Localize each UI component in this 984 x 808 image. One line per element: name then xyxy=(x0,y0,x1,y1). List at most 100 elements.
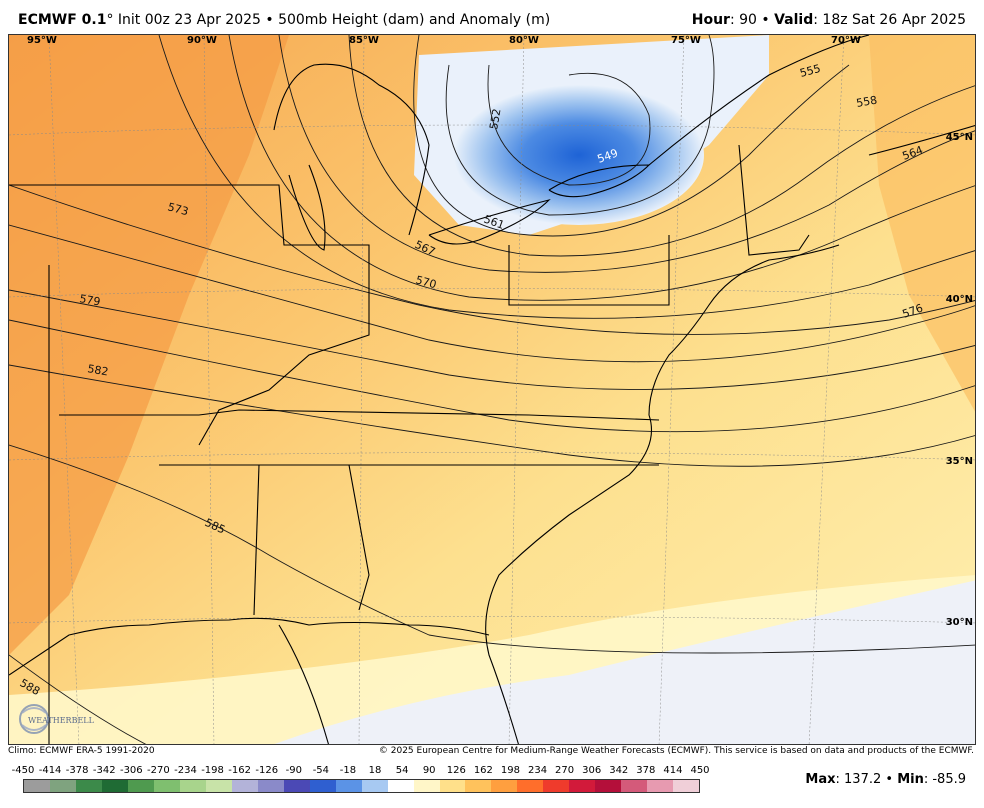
colorbar-swatch xyxy=(24,780,50,792)
contour-585 xyxy=(9,444,975,654)
header: ECMWF 0.1° Init 00z 23 Apr 2025 • 500mb … xyxy=(0,0,984,34)
contour-552 xyxy=(445,35,715,216)
colorbar-tick-label: -90 xyxy=(285,765,302,776)
tn-nc-line xyxy=(59,409,660,421)
min-value: : -85.9 xyxy=(923,772,966,787)
colorbar-swatch xyxy=(439,780,466,792)
lon-label: 90°W xyxy=(187,35,217,46)
contour-588 xyxy=(9,654,147,744)
lon-label: 75°W xyxy=(671,35,701,46)
lon-label: 80°W xyxy=(509,35,539,46)
parallel-40n xyxy=(9,288,975,298)
coastlines-borders xyxy=(9,35,975,744)
colorbar-tick-label: 18 xyxy=(368,765,382,776)
contour-576 xyxy=(9,289,975,390)
colorbar-swatch xyxy=(491,780,518,792)
colorbar-tick-label: -342 xyxy=(92,765,116,776)
colorbar-tick-label: 234 xyxy=(527,765,548,776)
meridian-75w xyxy=(658,35,685,744)
meridian-80w xyxy=(508,35,525,744)
contour-label: 558 xyxy=(855,94,878,110)
anomaly-colorbar xyxy=(23,779,700,793)
contour-573 xyxy=(9,224,975,363)
colorbar-swatch xyxy=(257,780,284,792)
contour-570 xyxy=(9,184,975,335)
colorbar-swatch xyxy=(543,780,570,792)
atlantic-coast xyxy=(485,244,840,744)
lon-label: 70°W xyxy=(831,35,861,46)
warm-anomaly-west xyxy=(9,35,289,655)
contour-label: 579 xyxy=(78,292,101,308)
colorbar-tick-label: -198 xyxy=(201,765,224,776)
meridian-85w xyxy=(358,35,365,744)
colorbar-swatch xyxy=(387,780,414,792)
colorbar-swatch xyxy=(75,780,102,792)
colorbar-swatch xyxy=(49,780,76,792)
colorbar-tick-label: -270 xyxy=(147,765,170,776)
meridian-90w xyxy=(203,35,215,744)
colorbar-swatch xyxy=(127,780,154,792)
parallel-35n xyxy=(9,452,975,461)
meridian-70w xyxy=(808,35,845,744)
max-label: Max xyxy=(805,772,836,787)
great-lakes-michigan-huron xyxy=(273,63,430,236)
colorbar-swatch xyxy=(673,780,700,792)
colorbar-tick-label: 306 xyxy=(582,765,602,776)
colorbar-tick-label: 198 xyxy=(500,765,520,776)
al-ga-line xyxy=(348,464,370,611)
maine-coast xyxy=(868,125,975,156)
contour-558 xyxy=(348,35,975,257)
max-min-readout: Max: 137.2 • Min: -85.9 xyxy=(805,772,966,787)
colorbar-swatch xyxy=(569,780,596,792)
colorbar-tick-label: 270 xyxy=(555,765,575,776)
lon-label: 85°W xyxy=(349,35,379,46)
upper-low xyxy=(454,85,704,225)
hour-label: Hour xyxy=(691,12,730,28)
colorbar-swatch xyxy=(283,780,310,792)
contour-579 xyxy=(9,319,975,433)
max-value: : 137.2 • xyxy=(835,772,898,787)
contour-564 xyxy=(228,35,975,301)
colorbar-swatch xyxy=(335,780,362,792)
colorbar-swatch xyxy=(179,780,206,792)
contour-label: 573 xyxy=(166,200,190,218)
colorbar-tick-label: 342 xyxy=(609,765,629,776)
colorbar-swatch xyxy=(647,780,674,792)
lat-label: 40°N xyxy=(945,294,973,305)
colorbar-tick-label: 378 xyxy=(636,765,656,776)
colorbar-tick-label: -18 xyxy=(339,765,357,776)
model-name: ECMWF 0.1 xyxy=(18,12,107,28)
pa-borders xyxy=(508,235,670,306)
florida-west xyxy=(278,624,329,744)
ms-al-line xyxy=(253,464,260,616)
colorbar-swatch xyxy=(231,780,258,792)
contour-567 xyxy=(158,35,975,319)
valid-label: Valid xyxy=(774,12,814,28)
state-lines-north xyxy=(9,184,370,446)
map-title: ECMWF 0.1° Init 00z 23 Apr 2025 • 500mb … xyxy=(18,12,550,28)
warm-anomaly-east xyxy=(869,35,975,412)
map-panel: 552 549 555 558 561 564 567 570 573 576 … xyxy=(8,34,976,745)
hour-value: : 90 • xyxy=(729,12,775,28)
contour-555 xyxy=(413,35,850,237)
st-lawrence xyxy=(648,35,870,166)
weatherbell-logo: WEATHERBELL xyxy=(19,704,95,734)
valid-time: Hour: 90 • Valid: 18z Sat 26 Apr 2025 xyxy=(692,12,966,28)
colorbar-swatch xyxy=(153,780,180,792)
negative-anomaly-south xyxy=(274,580,975,744)
meridian-95w xyxy=(48,35,80,744)
colorbar-tick-label: -414 xyxy=(38,765,62,776)
colorbar-tick-label: 414 xyxy=(663,765,683,776)
colorbar-tick-label: -306 xyxy=(119,765,143,776)
colorbar-swatch xyxy=(101,780,128,792)
colorbar-swatch xyxy=(413,780,440,792)
contour-label: 582 xyxy=(86,362,109,378)
contour-549 xyxy=(487,64,651,186)
colorbar-tick-label: 126 xyxy=(446,765,466,776)
parallel-45n xyxy=(9,124,975,136)
lat-label: 45°N xyxy=(945,132,973,143)
colorbar-tick-label: -126 xyxy=(255,765,279,776)
copyright-credit: © 2025 European Centre for Medium-Range … xyxy=(378,746,974,756)
contour-582 xyxy=(9,364,975,467)
colorbar-swatch xyxy=(595,780,622,792)
